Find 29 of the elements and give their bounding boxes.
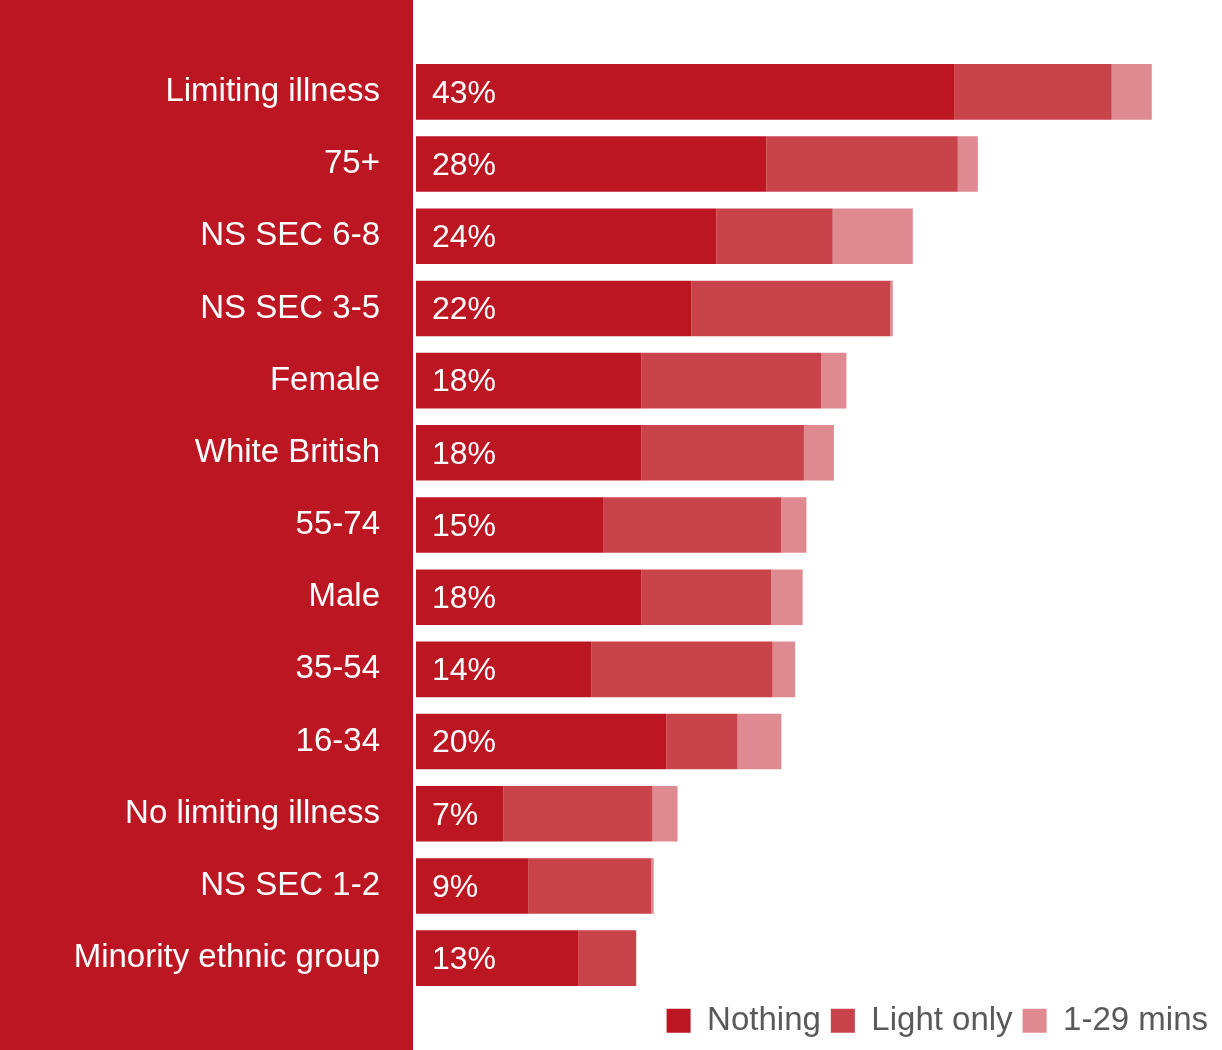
data-label: 13% [432,939,497,976]
data-label: 43% [432,73,497,110]
data-label: 18% [432,434,497,471]
legend-label: 1-29 mins [1063,999,1208,1037]
y-tick-label: Female [269,359,380,397]
y-tick-label: NS SEC 3-5 [200,287,380,325]
data-label: 18% [432,579,497,616]
y-tick-label: White British [194,431,380,469]
legend-label: Light only [871,999,1014,1037]
y-tick-label: 55-74 [295,504,380,542]
data-label: 28% [432,145,497,182]
y-tick-label: Male [308,576,380,614]
y-tick-label: NS SEC 6-8 [200,215,380,253]
y-tick-label: 75+ [324,143,380,181]
legend-label: Nothing [707,999,821,1037]
data-label: 18% [432,362,497,399]
data-label: 20% [432,723,497,760]
y-tick-label: Minority ethnic group [73,937,380,975]
data-label: 9% [432,867,479,904]
y-tick-label: Limiting illness [165,70,380,108]
data-label: 7% [432,795,479,832]
data-label: 14% [432,651,497,688]
y-tick-label: No limiting illness [125,792,380,830]
data-label: 24% [432,218,497,255]
y-tick-label: NS SEC 1-2 [200,865,380,903]
y-tick-label: 35-54 [295,648,380,686]
y-tick-label: 16-34 [295,720,380,758]
data-label: 22% [432,290,497,327]
data-label: 15% [432,506,497,543]
